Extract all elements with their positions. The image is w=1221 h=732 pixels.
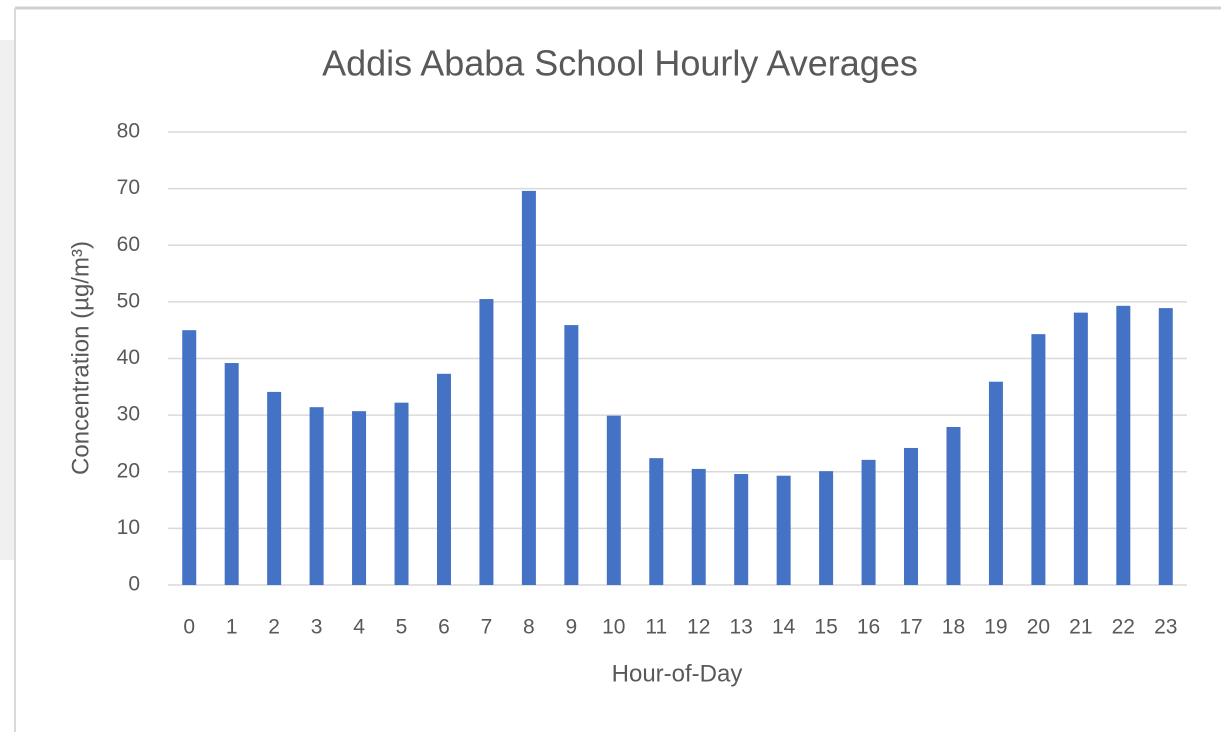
bar (479, 299, 494, 585)
bar (267, 391, 282, 585)
bar (904, 447, 919, 585)
x-tick-label: 10 (602, 616, 625, 639)
x-tick-label: 20 (1027, 616, 1050, 639)
bar (394, 402, 409, 585)
bar (352, 411, 367, 585)
bar (182, 330, 197, 585)
bar (606, 415, 621, 585)
x-tick-label: 3 (311, 616, 323, 639)
y-tick-label: 0 (128, 573, 140, 596)
bar (946, 427, 961, 585)
x-tick-label: 1 (226, 616, 238, 639)
bar (776, 475, 791, 585)
x-tick-label: 14 (772, 616, 796, 639)
x-tick-label: 15 (814, 616, 837, 639)
bar (1158, 308, 1173, 585)
bar (436, 373, 451, 585)
x-tick-label: 18 (942, 616, 965, 639)
x-axis-label: Hour-of-Day (612, 660, 743, 687)
x-tick-label: 17 (899, 616, 922, 639)
x-tick-label: 9 (566, 616, 578, 639)
bar (819, 471, 834, 585)
x-tick-label: 12 (687, 616, 710, 639)
x-tick-label: 23 (1154, 616, 1177, 639)
x-tick-label: 19 (984, 616, 1007, 639)
side-panel (0, 40, 15, 560)
x-tick-label: 2 (268, 616, 280, 639)
x-tick-label: 7 (481, 616, 493, 639)
x-tick-label: 4 (353, 616, 365, 639)
x-tick-label: 8 (523, 616, 535, 639)
y-tick-label: 50 (117, 289, 140, 312)
bar (224, 363, 239, 585)
bar (988, 381, 1003, 585)
bar (861, 459, 876, 585)
chart-title: Addis Ababa School Hourly Averages (322, 43, 918, 84)
bar (1073, 312, 1088, 585)
x-tick-label: 11 (645, 616, 667, 639)
bar (564, 325, 579, 585)
x-tick-label: 6 (438, 616, 450, 639)
x-tick-label: 13 (730, 616, 753, 639)
y-tick-label: 20 (117, 459, 140, 482)
bar (521, 190, 536, 585)
x-tick-label: 0 (183, 616, 195, 639)
y-tick-label: 80 (117, 120, 140, 143)
y-axis-label: Concentration (µg/m³) (67, 241, 94, 475)
x-tick-label: 21 (1069, 616, 1092, 639)
x-tick-label: 22 (1112, 616, 1135, 639)
y-tick-label: 40 (117, 346, 140, 369)
bar (691, 468, 706, 585)
bar (649, 458, 664, 585)
x-tick-label: 5 (396, 616, 408, 639)
y-tick-label: 60 (117, 233, 140, 256)
bar (1116, 305, 1131, 585)
bar (309, 407, 324, 585)
y-tick-label: 10 (117, 516, 140, 539)
bar (734, 474, 749, 585)
y-tick-label: 70 (117, 176, 140, 199)
bar (1031, 334, 1046, 585)
x-tick-label: 16 (857, 616, 880, 639)
y-tick-label: 30 (117, 403, 140, 426)
